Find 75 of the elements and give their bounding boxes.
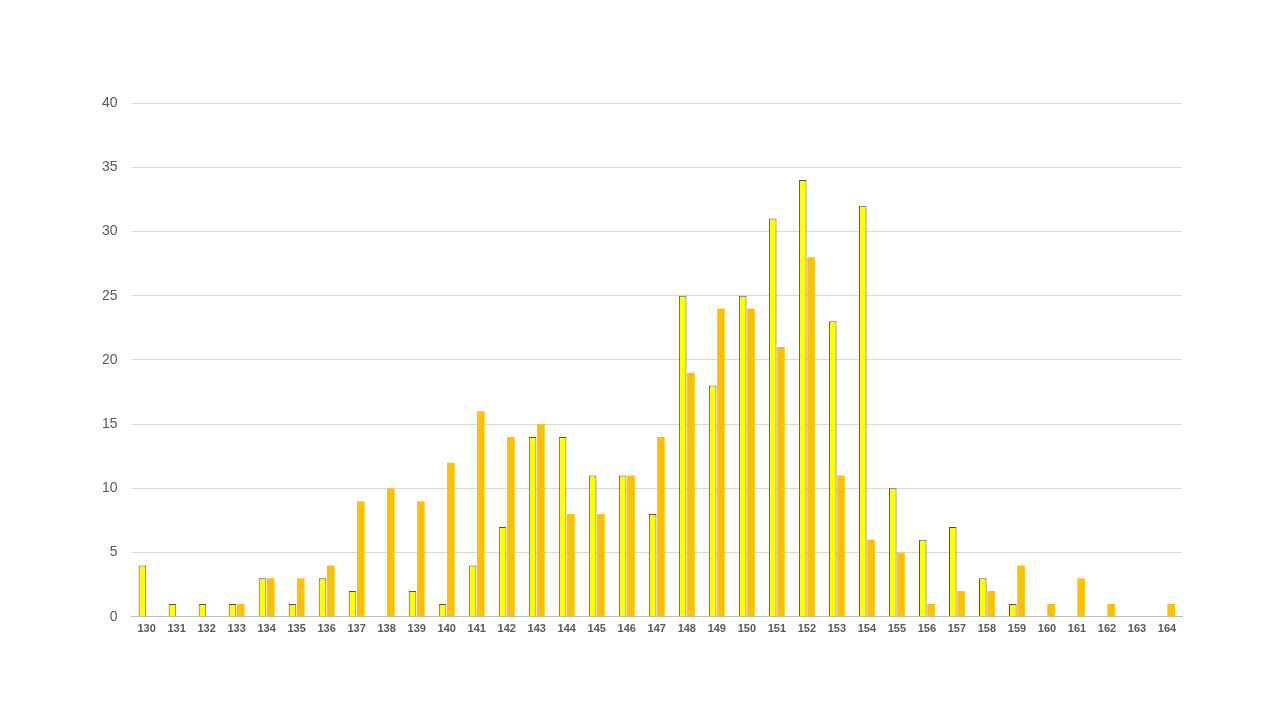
x-tick-label: 144 — [557, 622, 577, 635]
bar — [867, 539, 875, 617]
bar — [326, 565, 335, 617]
x-tick-label: 156 — [917, 622, 937, 635]
bar — [266, 578, 275, 617]
x-tick-label: 139 — [407, 622, 426, 635]
x-tick-label: 151 — [767, 622, 787, 635]
bar — [537, 424, 545, 617]
bar — [1107, 603, 1115, 617]
x-tick-label: 134 — [257, 622, 277, 635]
x-tick-label: 149 — [707, 622, 726, 635]
bar — [957, 591, 965, 617]
x-tick-label: 133 — [227, 622, 246, 635]
bar — [567, 514, 575, 617]
bar — [507, 436, 515, 617]
x-tick-label: 148 — [677, 622, 696, 635]
x-tick-label: 135 — [287, 622, 306, 635]
bar — [747, 308, 755, 617]
bar — [777, 347, 785, 617]
bar — [387, 488, 395, 617]
bar — [987, 591, 995, 617]
x-tick-label: 150 — [737, 622, 756, 635]
x-tick-label: 130 — [137, 622, 156, 635]
bar — [837, 475, 845, 617]
bar — [897, 552, 905, 617]
bar — [717, 308, 725, 617]
bar — [927, 603, 935, 617]
bar — [597, 514, 605, 617]
y-tick-label: 40 — [101, 93, 118, 110]
x-tick-label: 138 — [377, 622, 396, 635]
x-tick-label: 137 — [347, 622, 366, 635]
bar — [1047, 603, 1055, 617]
bar — [447, 462, 455, 617]
x-tick-label: 155 — [887, 622, 907, 635]
x-tick-label: 161 — [1067, 622, 1087, 635]
x-tick-label: 163 — [1127, 622, 1147, 635]
x-tick-label: 160 — [1037, 622, 1057, 635]
y-tick-label: 20 — [101, 350, 118, 367]
x-tick-label: 164 — [1157, 622, 1178, 635]
x-tick-label: 162 — [1097, 622, 1117, 635]
x-tick-label: 146 — [617, 622, 636, 635]
bar — [1167, 603, 1175, 617]
x-tick-label: 152 — [797, 622, 817, 635]
x-tick-label: 140 — [437, 622, 456, 635]
x-tick-label: 153 — [827, 622, 847, 635]
y-tick-label: 25 — [101, 286, 118, 303]
bar — [687, 372, 695, 617]
bar — [296, 578, 305, 617]
x-tick-label: 136 — [317, 622, 336, 635]
x-tick-label: 141 — [467, 622, 486, 635]
x-tick-label: 142 — [497, 622, 516, 635]
bar — [627, 475, 635, 617]
bar — [417, 501, 425, 617]
bar — [807, 257, 815, 617]
bar — [657, 436, 665, 617]
x-tick-label: 157 — [947, 622, 967, 635]
x-tick-label: 132 — [197, 622, 216, 635]
bar — [477, 411, 485, 617]
x-tick-label: 158 — [977, 622, 997, 635]
x-tick-label: 147 — [647, 622, 666, 635]
y-tick-label: 10 — [101, 479, 118, 496]
x-tick-label: 131 — [167, 622, 186, 635]
y-tick-label: 30 — [101, 222, 118, 239]
y-tick-label: 0 — [109, 607, 118, 624]
bar — [356, 501, 365, 617]
x-tick-label: 145 — [587, 622, 606, 635]
y-tick-label: 35 — [101, 158, 118, 175]
x-tick-label: 143 — [527, 622, 546, 635]
x-tick-label: 159 — [1007, 622, 1027, 635]
bar — [1017, 565, 1025, 617]
x-tick-label: 154 — [857, 622, 877, 635]
bar — [236, 603, 245, 617]
bar — [1077, 578, 1085, 617]
y-tick-label: 15 — [101, 414, 118, 431]
y-tick-label: 5 — [109, 543, 118, 560]
